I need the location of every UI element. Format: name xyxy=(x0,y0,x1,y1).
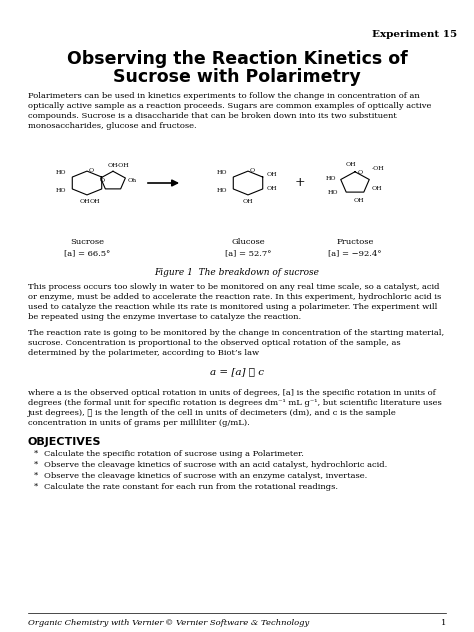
Text: O: O xyxy=(89,169,93,174)
Text: OH: OH xyxy=(267,173,277,178)
Text: concentration in units of grams per milliliter (g/mL).: concentration in units of grams per mill… xyxy=(28,419,250,427)
Text: OH: OH xyxy=(372,186,383,190)
Text: Polarimeters can be used in kinetics experiments to follow the change in concent: Polarimeters can be used in kinetics exp… xyxy=(28,92,420,100)
Text: Fructose: Fructose xyxy=(337,238,374,246)
Text: be repeated using the enzyme invertase to catalyze the reaction.: be repeated using the enzyme invertase t… xyxy=(28,313,301,321)
Text: OH: OH xyxy=(243,199,253,204)
Text: optically active sample as a reaction proceeds. Sugars are common examples of op: optically active sample as a reaction pr… xyxy=(28,102,431,110)
Text: OH: OH xyxy=(80,199,90,204)
Text: Glucose: Glucose xyxy=(231,238,265,246)
Text: *: * xyxy=(34,450,38,458)
Text: compounds. Sucrose is a disaccharide that can be broken down into its two substi: compounds. Sucrose is a disaccharide tha… xyxy=(28,112,397,120)
Text: O: O xyxy=(249,169,255,174)
Text: Oh: Oh xyxy=(128,178,137,183)
Text: OH: OH xyxy=(354,198,364,204)
Text: OH: OH xyxy=(90,199,100,204)
Text: degrees (the formal unit for specific rotation is degrees dm⁻¹ mL g⁻¹, but scien: degrees (the formal unit for specific ro… xyxy=(28,399,442,407)
Text: used to catalyze the reaction while its rate is monitored using a polarimeter. T: used to catalyze the reaction while its … xyxy=(28,303,438,311)
Text: Calculate the rate constant for each run from the rotational readings.: Calculate the rate constant for each run… xyxy=(44,483,338,491)
Text: [a] = 66.5°: [a] = 66.5° xyxy=(64,249,110,257)
Text: Experiment 15: Experiment 15 xyxy=(372,30,457,39)
Text: OH: OH xyxy=(108,163,118,168)
Text: Calculate the specific rotation of sucrose using a Polarimeter.: Calculate the specific rotation of sucro… xyxy=(44,450,304,458)
Text: [a] = −92.4°: [a] = −92.4° xyxy=(328,249,382,257)
Text: Observe the cleavage kinetics of sucrose with an enzyme catalyst, invertase.: Observe the cleavage kinetics of sucrose… xyxy=(44,472,367,480)
Text: monosaccharides, glucose and fructose.: monosaccharides, glucose and fructose. xyxy=(28,122,197,130)
Text: Figure 1  The breakdown of sucrose: Figure 1 The breakdown of sucrose xyxy=(155,268,319,277)
Text: -OH: -OH xyxy=(117,163,129,167)
Text: *: * xyxy=(34,472,38,480)
Text: HO: HO xyxy=(328,190,338,195)
Text: where a is the observed optical rotation in units of degrees, [a] is the specifi: where a is the observed optical rotation… xyxy=(28,389,436,397)
Text: HO: HO xyxy=(217,171,227,176)
Text: Sucrose: Sucrose xyxy=(70,238,104,246)
Text: Organic Chemistry with Vernier: Organic Chemistry with Vernier xyxy=(28,619,164,627)
Text: O: O xyxy=(100,178,105,183)
Text: -OH: -OH xyxy=(372,166,384,171)
Text: or enzyme, must be added to accelerate the reaction rate. In this experiment, hy: or enzyme, must be added to accelerate t… xyxy=(28,293,441,301)
Text: OBJECTIVES: OBJECTIVES xyxy=(28,437,101,447)
Text: OH: OH xyxy=(267,186,277,191)
Text: HO: HO xyxy=(55,188,66,193)
Text: *: * xyxy=(34,461,38,469)
Text: 1: 1 xyxy=(441,619,446,627)
Text: Observing the Reaction Kinetics of: Observing the Reaction Kinetics of xyxy=(67,50,407,68)
Text: [a] = 52.7°: [a] = 52.7° xyxy=(225,249,271,257)
Text: *: * xyxy=(34,483,38,491)
Text: © Vernier Software & Technology: © Vernier Software & Technology xyxy=(165,619,309,627)
Text: HO: HO xyxy=(55,171,66,176)
Text: The reaction rate is going to be monitored by the change in concentration of the: The reaction rate is going to be monitor… xyxy=(28,329,444,337)
Text: HO: HO xyxy=(326,176,336,181)
Text: just degrees), ℓ is the length of the cell in units of decimeters (dm), and c is: just degrees), ℓ is the length of the ce… xyxy=(28,409,397,417)
Text: HO: HO xyxy=(217,188,227,193)
Text: This process occurs too slowly in water to be monitored on any real time scale, : This process occurs too slowly in water … xyxy=(28,283,439,291)
Text: +: + xyxy=(295,176,305,190)
Text: Observe the cleavage kinetics of sucrose with an acid catalyst, hydrochloric aci: Observe the cleavage kinetics of sucrose… xyxy=(44,461,387,469)
Text: OH: OH xyxy=(346,162,356,167)
Text: O: O xyxy=(357,171,363,176)
Text: determined by the polarimeter, according to Biot’s law: determined by the polarimeter, according… xyxy=(28,349,259,357)
Text: a = [a] ℓ c: a = [a] ℓ c xyxy=(210,367,264,376)
Text: sucrose. Concentration is proportional to the observed optical rotation of the s: sucrose. Concentration is proportional t… xyxy=(28,339,401,347)
Text: Sucrose with Polarimetry: Sucrose with Polarimetry xyxy=(113,68,361,86)
